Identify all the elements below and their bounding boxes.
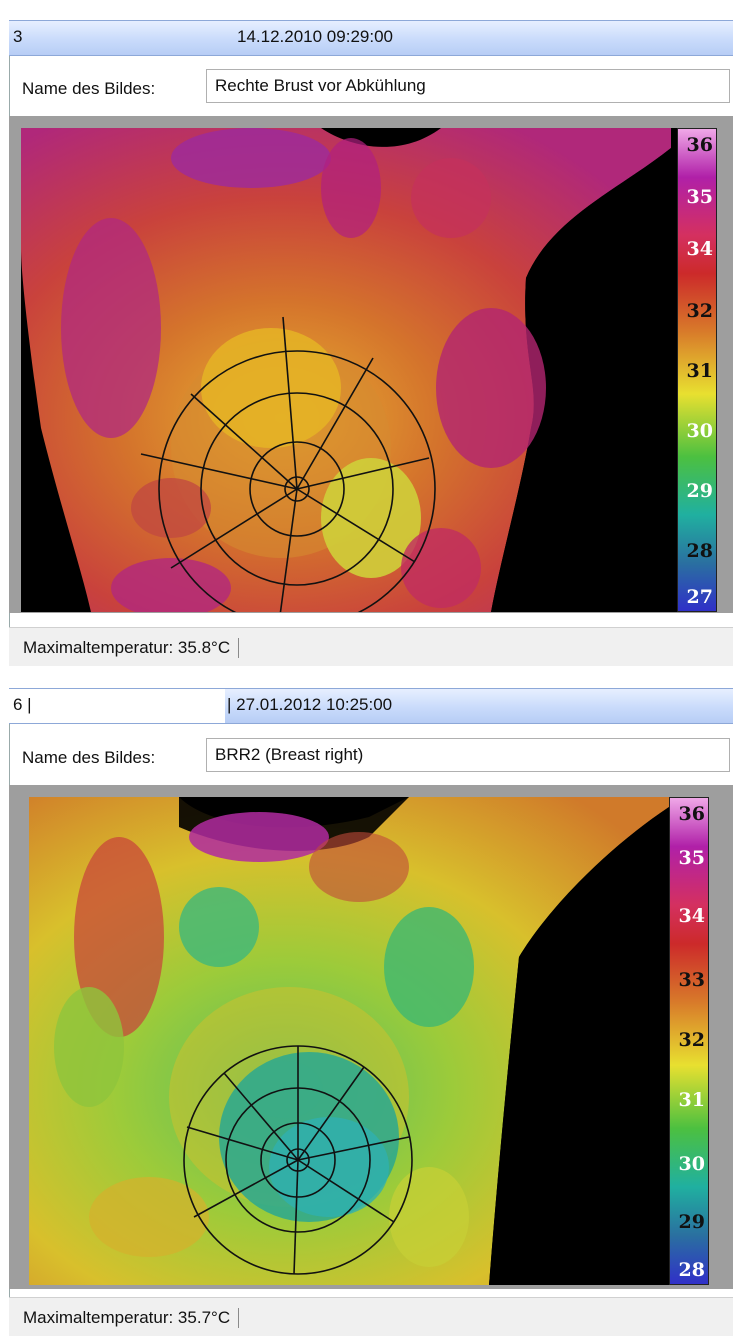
scale-label: 35 xyxy=(686,186,713,208)
scale-label: 32 xyxy=(686,300,713,322)
scale-label: 29 xyxy=(686,480,713,502)
scale-label: 29 xyxy=(678,1211,705,1233)
scale-label: 36 xyxy=(686,134,713,156)
thermogram-frame: 36 35 34 32 31 30 29 28 27 xyxy=(9,116,733,613)
thermogram-image[interactable] xyxy=(29,797,669,1285)
max-temperature: Maximaltemperatur: 35.7°C xyxy=(23,1308,240,1328)
color-scale-bar xyxy=(678,129,716,611)
status-bar: Maximaltemperatur: 35.7°C xyxy=(9,1297,733,1336)
thermal-body-image xyxy=(29,797,669,1285)
scale-label: 35 xyxy=(678,847,705,869)
panel-header[interactable]: 3 14.12.2010 09:29:00 xyxy=(9,20,733,56)
thermogram-frame: 36 35 34 33 32 31 30 29 28 xyxy=(9,785,733,1289)
panel-date: | 27.01.2012 10:25:00 xyxy=(227,695,393,714)
thermogram-panel-2: 6 | | 27.01.2012 10:25:00 Name des Bilde… xyxy=(0,688,733,1336)
scale-label: 31 xyxy=(686,360,713,382)
scale-label: 28 xyxy=(686,540,713,562)
panel-index: 3 xyxy=(13,27,23,46)
image-name-label: Name des Bildes: xyxy=(22,79,156,98)
scale-label: 31 xyxy=(678,1089,705,1111)
image-name-field[interactable]: Rechte Brust vor Abkühlung xyxy=(206,69,730,103)
thermogram-panel-1: 3 14.12.2010 09:29:00 Name des Bildes: R… xyxy=(0,0,733,666)
temperature-scale: 36 35 34 32 31 30 29 28 27 xyxy=(677,128,717,612)
scale-label: 34 xyxy=(686,238,713,260)
thermal-body-image xyxy=(21,128,677,612)
image-name-label: Name des Bildes: xyxy=(22,748,156,767)
color-scale-bar xyxy=(670,798,708,1284)
panel-date: 14.12.2010 09:29:00 xyxy=(237,27,393,46)
status-bar: Maximaltemperatur: 35.8°C xyxy=(9,627,733,666)
thermogram-image[interactable] xyxy=(21,128,677,612)
scale-label: 30 xyxy=(686,420,713,442)
scale-label: 27 xyxy=(686,586,713,608)
image-name-field[interactable]: BRR2 (Breast right) xyxy=(206,738,730,772)
scale-label: 33 xyxy=(678,969,705,991)
header-blank-field xyxy=(9,689,225,723)
scale-label: 30 xyxy=(678,1153,705,1175)
temperature-scale: 36 35 34 33 32 31 30 29 28 xyxy=(669,797,709,1285)
max-temperature: Maximaltemperatur: 35.8°C xyxy=(23,638,240,658)
scale-label: 34 xyxy=(678,905,705,927)
scale-label: 32 xyxy=(678,1029,705,1051)
panel-header[interactable]: 6 | | 27.01.2012 10:25:00 xyxy=(9,688,733,724)
panel-index: 6 | xyxy=(13,695,32,714)
scale-label: 36 xyxy=(678,803,705,825)
scale-label: 28 xyxy=(678,1259,705,1281)
